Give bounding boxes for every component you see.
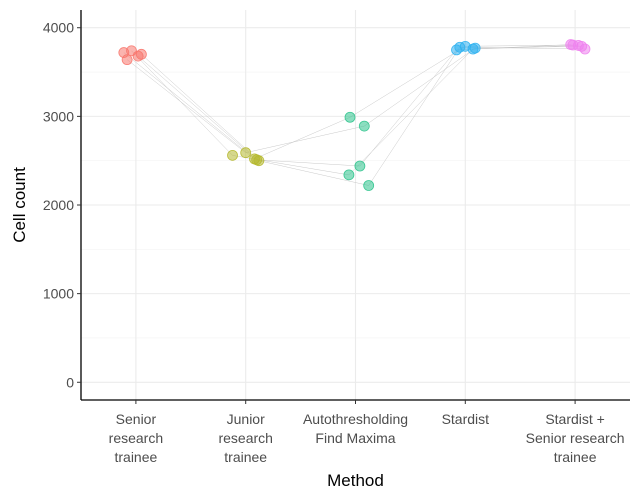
y-axis-ticks: 0 1000 2000 3000 4000 — [43, 20, 81, 390]
data-point — [363, 180, 375, 191]
x-tick-label-line: Senior research — [526, 430, 625, 446]
x-tick-label: Stardist + Senior research trainee — [526, 411, 625, 465]
x-tick-label-line: Senior — [116, 411, 157, 427]
y-tick-label: 3000 — [43, 108, 74, 124]
x-tick-label: Senior research trainee — [109, 411, 163, 465]
x-tick-label: Autothresholding Find Maxima — [303, 411, 408, 446]
data-point — [469, 42, 481, 54]
data-point — [576, 40, 588, 52]
series-line — [123, 44, 573, 160]
y-tick-label: 0 — [66, 374, 74, 390]
data-point — [358, 120, 370, 132]
x-tick-label-line: Junior — [227, 411, 265, 427]
x-axis-ticks: Senior research trainee Junior research train… — [109, 400, 625, 465]
x-tick-label-line: research — [109, 430, 163, 446]
data-point — [249, 153, 260, 165]
data-point — [118, 47, 130, 58]
y-tick-label: 4000 — [43, 20, 74, 36]
x-tick-label-line: trainee — [554, 449, 597, 465]
data-point — [227, 149, 238, 161]
series-line — [137, 44, 571, 167]
x-tick-label-line: Autothresholding — [303, 411, 408, 427]
data-point — [132, 50, 144, 62]
data-point — [344, 111, 356, 123]
x-tick-label: Stardist — [442, 411, 490, 427]
y-tick-label: 2000 — [43, 197, 74, 213]
series-line — [126, 46, 582, 153]
x-tick-label: Junior research trainee — [218, 411, 272, 465]
data-point — [567, 39, 579, 51]
data-point — [459, 40, 471, 52]
data-points — [118, 39, 591, 191]
grid — [81, 10, 630, 400]
x-tick-label-line: Stardist — [442, 411, 490, 427]
y-tick-label: 1000 — [43, 286, 74, 302]
x-tick-label-line: research — [218, 430, 272, 446]
data-point — [343, 169, 355, 181]
x-axis-title: Method — [327, 471, 384, 490]
x-tick-label-line: Stardist + — [545, 411, 605, 427]
data-point — [240, 147, 252, 159]
x-tick-label-line: Find Maxima — [315, 430, 395, 446]
data-point — [354, 160, 366, 172]
x-tick-label-line: trainee — [114, 449, 157, 465]
y-axis-title: Cell count — [10, 167, 29, 243]
x-tick-label-line: trainee — [224, 449, 267, 465]
